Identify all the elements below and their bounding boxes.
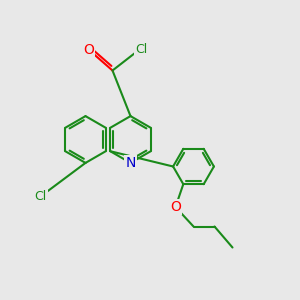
Text: O: O: [170, 200, 181, 214]
Text: Cl: Cl: [135, 43, 147, 56]
Text: O: O: [83, 43, 94, 56]
Text: Cl: Cl: [34, 190, 46, 203]
Text: N: N: [125, 156, 136, 170]
